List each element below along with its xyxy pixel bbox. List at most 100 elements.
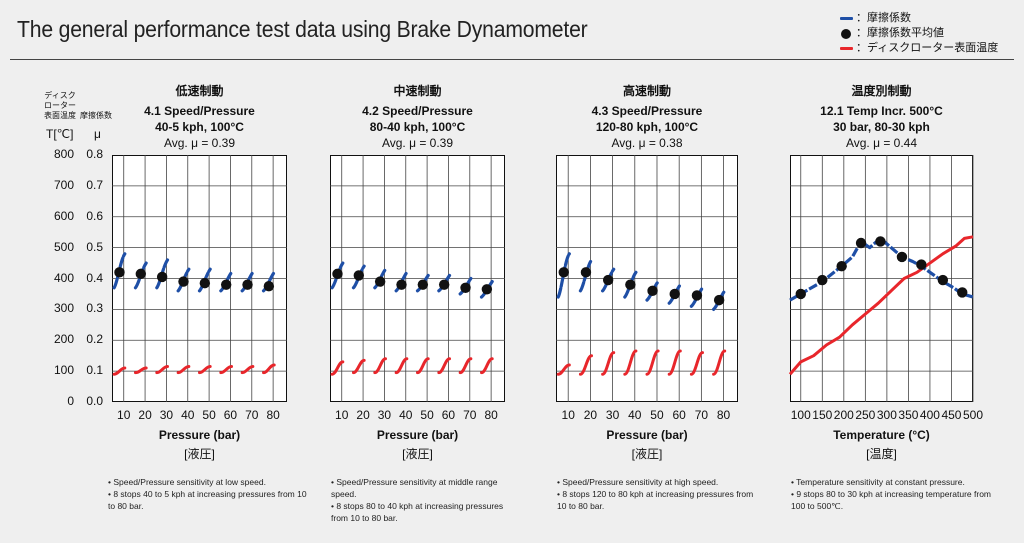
friction-avg-dot (836, 260, 847, 272)
avg-label: Avg. μ = 0.39 (163, 136, 236, 150)
x-tick-label: 80 (716, 408, 731, 422)
x-tick-label: 20 (356, 408, 370, 422)
friction-avg-dot (481, 284, 493, 295)
x-axis-title-jp: [液圧] (402, 447, 433, 461)
friction-avg-dot (156, 271, 168, 283)
disc-temp-line (458, 357, 473, 375)
chart-svg (330, 155, 505, 402)
title-line1: 12.1 Temp Incr. 500°C (820, 104, 943, 118)
x-axis-title: Pressure (bar) (158, 428, 241, 442)
x-tick-label: 400 (919, 408, 940, 422)
mu-tick-label: 0.6 (86, 208, 103, 223)
disc-temp-line (112, 366, 127, 376)
x-tick-label: 70 (463, 408, 477, 422)
title-line2: 80-40 kph, 100°C (369, 120, 466, 134)
mu-tick-label: 0.0 (86, 394, 103, 408)
x-tick-label: 20 (583, 408, 598, 422)
jp-title: 中速制動 (393, 84, 442, 98)
x-tick-label: 70 (245, 408, 259, 422)
friction-avg-dot (625, 279, 636, 290)
x-tick-label: 10 (117, 408, 131, 422)
legend-item-friction-avg: ：摩擦係数平均値 (838, 26, 998, 41)
temp-tick-label: 500 (53, 239, 74, 254)
x-tick-label: 100 (790, 408, 811, 422)
friction-avg-dot (242, 279, 253, 290)
friction-avg-dot (114, 267, 125, 278)
friction-avg-dot (460, 282, 471, 293)
x-tick-label: 150 (812, 408, 833, 422)
note-line: • 8 stops 40 to 5 kph at increasing pres… (108, 489, 307, 511)
x-tick-label: 80 (266, 408, 280, 422)
x-tick-label: 450 (941, 408, 962, 422)
mu-tick-label: 0.8 (86, 147, 103, 161)
temp-tick-label: 200 (53, 332, 74, 347)
title-line1: 4.2 Speed/Pressure (362, 104, 473, 118)
legend-label-disc-temp: ：ディスクローター表面温度 (856, 42, 999, 54)
friction-avg-dot (178, 276, 189, 287)
disc-temp-line (578, 354, 594, 376)
title-line2: 40-5 kph, 100°C (155, 120, 244, 134)
black-dot-swatch (841, 28, 851, 39)
x-tick-label: 80 (484, 408, 498, 422)
disc-temp-line (240, 364, 255, 375)
panel-header: 高速制動 4.3 Speed/Pressure 120-80 kph, 100°C A… (547, 83, 747, 151)
note-line: • Speed/Pressure sensitivity at high spe… (557, 477, 719, 487)
x-tick-label: 10 (561, 408, 575, 422)
friction-avg-dot (417, 279, 429, 290)
x-tick-label: 20 (138, 408, 152, 422)
friction-avg-dot (817, 274, 828, 286)
disc-temp-line (645, 349, 660, 376)
friction-avg-dot (875, 236, 886, 247)
title-line2: 30 bar, 80-30 kph (833, 120, 930, 134)
mu-unit-label: μ (94, 127, 101, 141)
disc-temp-line (601, 351, 616, 376)
jp-title: 温度別制動 (851, 84, 912, 98)
friction-avg-dot (558, 267, 569, 278)
mu-tick-label: 0.4 (86, 270, 103, 285)
disc-temp-line (198, 364, 212, 375)
friction-avg-dot (896, 251, 908, 263)
friction-avg-dot (374, 276, 386, 287)
disc-temp-line (262, 363, 276, 375)
disc-temp-line (330, 360, 345, 376)
friction-avg-dot (353, 270, 365, 281)
panel-notes: • Temperature sensitivity at constant pr… (791, 476, 991, 512)
temp-tick-label: 600 (53, 208, 74, 223)
disc-temp-line (623, 349, 638, 376)
avg-label: Avg. μ = 0.44 (845, 136, 918, 150)
friction-avg-dot (199, 277, 211, 289)
disc-temp-line (689, 351, 704, 376)
friction-avg-dot (957, 287, 968, 298)
friction-avg-dot (855, 237, 867, 249)
x-axis-title: Pressure (bar) (376, 428, 459, 442)
temp-axis-header: ディスク ローター 表面温度 (44, 91, 76, 120)
x-axis-title-jp: [温度] (866, 447, 897, 461)
friction-avg-dot (691, 290, 703, 301)
note-line: • 8 stops 80 to 40 kph at increasing pre… (331, 501, 504, 523)
friction-avg-dot (937, 274, 949, 286)
friction-avg-dot (647, 285, 658, 297)
title-line2: 120-80 kph, 100°C (595, 120, 699, 134)
x-tick-label: 50 (420, 408, 434, 422)
mu-axis-header: 摩擦係数 (80, 111, 112, 120)
jp-title: 高速制動 (622, 84, 671, 98)
temp-unit-label: T[℃] (46, 127, 74, 141)
panel-header: 中速制動 4.2 Speed/Pressure 80-40 kph, 100°C Av… (318, 83, 518, 151)
disc-temp-line (133, 366, 148, 375)
friction-avg-dot (669, 288, 680, 300)
mu-tick-label: 0.1 (86, 363, 103, 378)
disc-temp-line (373, 357, 387, 375)
temp-tick-label: 800 (53, 147, 74, 161)
friction-avg-dot (396, 279, 407, 290)
x-tick-label: 200 (833, 408, 854, 422)
note-line: • 8 stops 120 to 80 kph at increasing pr… (557, 489, 754, 511)
note-line: • Temperature sensitivity at constant pr… (791, 477, 965, 487)
x-tick-label: 300 (876, 408, 897, 422)
friction-avg-dot (713, 294, 725, 306)
disc-temp-line (556, 363, 571, 376)
temp-tick-label: 700 (53, 177, 74, 192)
temp-tick-label: 400 (53, 270, 74, 285)
panel-header: 温度別制動 12.1 Temp Incr. 500°C 30 bar, 80-30 … (782, 83, 982, 151)
x-tick-label: 60 (672, 408, 686, 422)
disc-temp-line (667, 349, 682, 376)
